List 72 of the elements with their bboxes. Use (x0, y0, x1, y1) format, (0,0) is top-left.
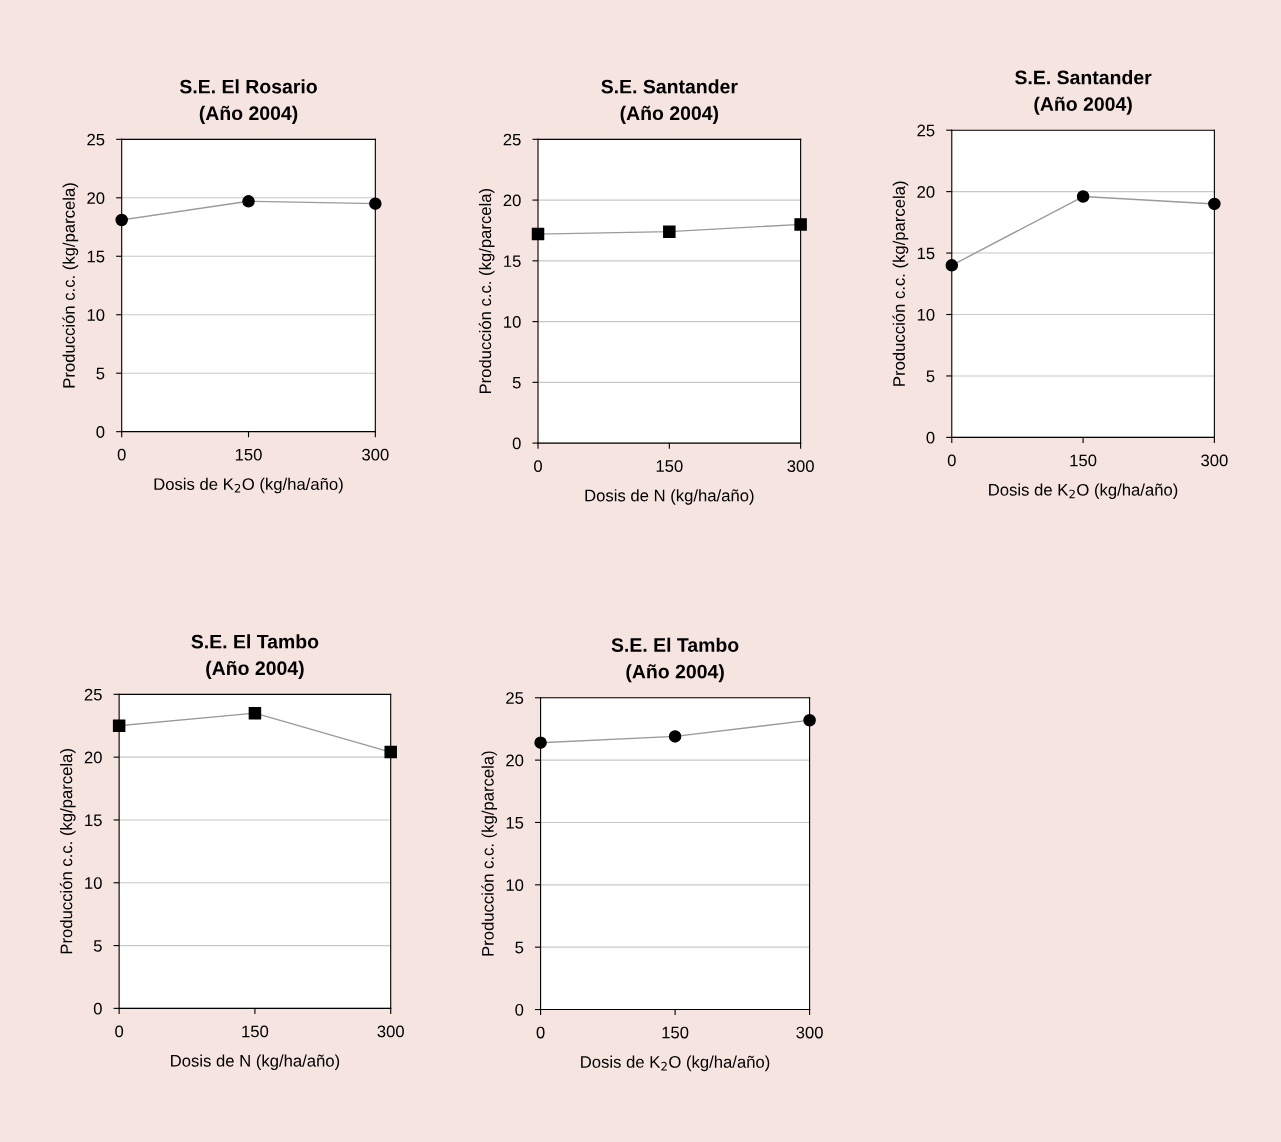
x-tick-label: 300 (377, 1025, 404, 1038)
y-tick-label: 20 (87, 192, 105, 204)
chart-title: S.E. El Rosario (Año 2004) (179, 79, 317, 124)
y-tick-label: 25 (87, 133, 105, 146)
y-tick-label: 10 (504, 315, 521, 328)
y-tick-label: 20 (506, 754, 524, 767)
y-tick-label: 25 (503, 133, 521, 146)
x-axis-title: Dosis de K$_{2}$O (kg/ha/año) (581, 1055, 770, 1072)
y-tick-label: 5 (515, 941, 524, 954)
x-tick-label: 150 (656, 460, 683, 472)
y-tick-label: 15 (504, 255, 521, 268)
y-tick-label: 0 (96, 426, 105, 438)
chart-title: S.E. Santander (Año 2004) (601, 79, 738, 124)
point (384, 745, 397, 759)
x-tick-label: 300 (796, 1026, 823, 1039)
y-axis-title: Producción c.c. (kg/parcela) (59, 749, 76, 954)
point (1208, 197, 1221, 211)
y-axis-title: Producción c.c. (kg/parcela) (62, 183, 79, 388)
x-tick-label: 300 (787, 460, 814, 472)
point (945, 259, 959, 272)
x-tick-label: 300 (1201, 454, 1228, 467)
point (242, 195, 255, 208)
x-tick-label: 0 (534, 460, 542, 472)
y-axis-title: Producción c.c. (kg/parcela) (478, 188, 495, 394)
y-tick-label: 15 (85, 814, 102, 827)
y-tick-label: 10 (506, 879, 524, 892)
x-axis-title: Dosis de N (kg/ha/año) (585, 489, 754, 505)
x-axis-title: Dosis de K$_{2}$O (kg/ha/año) (154, 477, 343, 494)
chart-title: S.E. El Tambo (Año 2004) (191, 634, 319, 679)
x-tick-label: 300 (362, 448, 389, 461)
y-tick-label: 20 (503, 194, 521, 207)
x-tick-label: 150 (242, 1025, 269, 1038)
y-tick-label: 15 (917, 247, 935, 260)
y-tick-label: 5 (96, 367, 105, 380)
x-tick-label: 0 (947, 454, 956, 467)
y-tick-label: 0 (926, 431, 935, 444)
y-tick-label: 20 (917, 186, 935, 198)
point (668, 730, 682, 743)
point (1076, 190, 1090, 203)
y-tick-label: 0 (93, 1002, 102, 1015)
x-tick-label: 150 (235, 448, 262, 461)
chart-title: S.E. El Tambo (Año 2004) (611, 637, 739, 683)
point (248, 706, 262, 720)
x-tick-label: 150 (662, 1026, 689, 1039)
point (112, 719, 126, 732)
x-tick-label: 0 (115, 1025, 124, 1038)
y-tick-label: 10 (87, 309, 105, 321)
x-tick-label: 0 (117, 448, 126, 461)
y-axis-title: Producción c.c. (kg/parcela) (481, 751, 498, 956)
y-tick-label: 5 (926, 370, 935, 383)
y-tick-label: 15 (87, 250, 105, 263)
y-tick-label: 25 (506, 692, 524, 704)
y-tick-label: 0 (515, 1003, 524, 1016)
y-tick-label: 10 (917, 308, 935, 321)
x-tick-label: 150 (1070, 454, 1097, 467)
point (115, 213, 128, 227)
y-tick-label: 25 (917, 124, 935, 137)
point (534, 736, 547, 749)
y-tick-label: 0 (512, 437, 521, 450)
y-axis-title: Producción c.c. (kg/parcela) (892, 181, 909, 386)
y-tick-label: 15 (506, 817, 524, 829)
x-tick-label: 0 (536, 1026, 545, 1039)
y-tick-label: 10 (85, 877, 102, 889)
point (803, 713, 816, 727)
x-axis-title: Dosis de N (kg/ha/año) (171, 1054, 340, 1071)
x-axis-title: Dosis de K$_{2}$O (kg/ha/año) (989, 483, 1178, 500)
point (369, 197, 382, 210)
y-tick-label: 5 (512, 376, 521, 389)
y-tick-label: 5 (93, 940, 102, 952)
chart-title: S.E. Santander (Año 2004) (1015, 70, 1152, 115)
y-tick-label: 20 (84, 751, 102, 764)
y-tick-label: 25 (84, 688, 102, 701)
